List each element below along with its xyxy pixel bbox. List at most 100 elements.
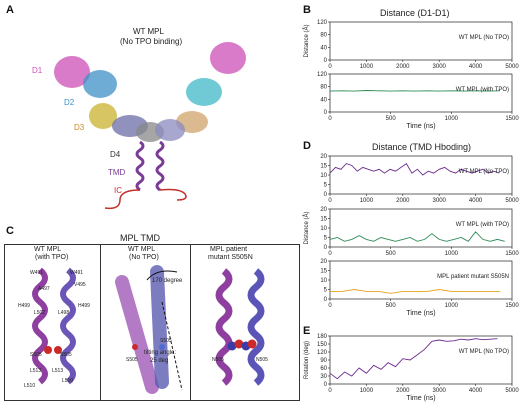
x-tick-label: 5000	[505, 64, 519, 70]
c1-res-s505-left: S505	[30, 352, 42, 358]
c1-res-v495: V495	[74, 282, 86, 288]
c3-helix-illustration	[215, 268, 265, 386]
tmd-helix-left	[135, 140, 145, 192]
x-tick-label: 0	[328, 198, 332, 204]
c1-res-l513-right: L513	[52, 368, 64, 374]
series-line	[330, 289, 500, 294]
c2-tilt-label-2: 25 deg	[150, 358, 169, 364]
c1-title-2: (with TPO)	[35, 254, 69, 261]
x-tick-label: 3000	[433, 388, 447, 394]
c1-res-w491-right: W491	[70, 270, 84, 276]
x-axis-label: Time (ns)	[406, 395, 435, 402]
y-tick-label: 10	[320, 173, 327, 179]
y-tick-label: 80	[320, 33, 327, 39]
plot-frame	[329, 21, 513, 61]
y-tick-label: 90	[320, 358, 327, 364]
x-tick-label: 1500	[505, 251, 519, 257]
left-d3-domain	[89, 103, 117, 129]
y-tick-label: 40	[320, 97, 327, 103]
x-tick-label: 0	[328, 64, 332, 70]
legend-label: WT MPL (with TPO)	[456, 222, 509, 228]
tmd-helix-right	[155, 140, 165, 192]
legend-label: WT MPL (with TPO)	[456, 87, 509, 93]
panel-c-divider-1	[100, 244, 101, 400]
ic-loop-right	[159, 188, 187, 201]
panel-letter-b: B	[303, 4, 311, 16]
x-tick-label: 1000	[445, 251, 459, 257]
chart-b2: 0 40 80 120 0 500 1000 1500 WT MPL (with TPO) Tim…	[317, 72, 519, 130]
x-tick-label: 5000	[505, 388, 519, 394]
x-tick-label: 500	[386, 116, 397, 122]
x-tick-label: 1000	[360, 388, 374, 394]
x-tick-label: 500	[386, 303, 397, 309]
legend-label: WT MPL (No TPO)	[459, 169, 509, 175]
y-tick-label: 120	[317, 20, 328, 26]
series-line	[329, 231, 505, 242]
x-tick-label: 0	[328, 303, 332, 309]
y-tick-label: 0	[324, 297, 328, 303]
legend-label: MPL patient mutant S505N	[437, 274, 509, 280]
x-tick-label: 1000	[360, 64, 374, 70]
y-tick-label: 5	[324, 288, 328, 294]
y-tick-label: 20	[320, 154, 327, 160]
x-tick-label: 0	[328, 116, 332, 122]
plot-frame	[329, 155, 513, 195]
c1-res-l502: L502	[34, 310, 46, 316]
chart-d1: 0 5 10 15 20 0 1000 2000 3000 4000 5000 WT MPL (No …	[320, 154, 519, 204]
panel-letter-c: C	[6, 225, 14, 237]
label-d4: D4	[110, 150, 121, 159]
x-tick-label: 1500	[505, 116, 519, 122]
c2-res-2: S505	[160, 338, 172, 344]
panel-c-divider-2	[190, 244, 191, 400]
series-line	[329, 90, 500, 92]
chart-d3: 0 5 10 15 20 0 500 1000 1500 MPL patient mutant S…	[320, 259, 519, 317]
x-tick-label: 3000	[433, 198, 447, 204]
y-tick-label: 40	[320, 45, 327, 51]
panel-c-frame	[4, 244, 300, 401]
label-ic: IC	[114, 186, 122, 195]
c1-res-h499-right: H499	[78, 303, 90, 309]
x-tick-label: 1000	[445, 303, 459, 309]
c1-res-l513-left: L513	[30, 368, 42, 374]
c1-res-w491-left: W491	[30, 270, 44, 276]
legend-label: WT MPL (No TPO)	[459, 35, 509, 41]
y-tick-label: 5	[324, 183, 328, 189]
plot-frame	[329, 208, 513, 248]
y-tick-label: 0	[324, 58, 328, 64]
x-tick-label: 500	[386, 251, 397, 257]
chart-d2: 0 5 10 15 20 0 500 1000 1500 WT MPL (with TPO) Dis…	[303, 207, 519, 257]
label-tmd: TMD	[108, 168, 126, 177]
c2-title-2: (No TPO)	[129, 254, 159, 261]
c1-res-a497: A497	[38, 286, 50, 292]
c1-helix-illustration	[32, 267, 76, 385]
x-tick-label: 2000	[396, 64, 410, 70]
x-tick-label: 5000	[505, 198, 519, 204]
c3-res-1: N505	[212, 357, 224, 363]
y-axis-label: Rotation (deg)	[304, 341, 310, 379]
c2-helix-illustration	[115, 265, 183, 394]
panel-a-title-1: WT MPL	[133, 27, 164, 36]
c3-res-2: N505	[256, 357, 268, 363]
panel-d-title: Distance (TMD Hboding)	[372, 142, 472, 152]
panel-letter-d: D	[303, 140, 311, 152]
receptor-structure-illustration	[54, 42, 246, 210]
y-tick-label: 80	[320, 85, 327, 91]
y-tick-label: 180	[317, 334, 328, 340]
x-tick-label: 2000	[396, 198, 410, 204]
right-d1-domain	[210, 42, 246, 74]
x-tick-label: 3000	[433, 64, 447, 70]
c3-title-2: mutant S505N	[208, 254, 253, 261]
x-tick-label: 1000	[445, 116, 459, 122]
panel-a-title-2: (No TPO binding)	[120, 37, 183, 46]
label-d3: D3	[74, 123, 85, 132]
series-line	[329, 162, 500, 176]
label-d1: D1	[32, 66, 43, 75]
right-d4-domain	[155, 119, 185, 141]
c1-title-1: WT MPL	[34, 246, 62, 253]
c2-res-1: S505	[126, 357, 138, 363]
y-tick-label: 150	[317, 342, 328, 348]
y-tick-label: 5	[324, 236, 328, 242]
y-tick-label: 20	[320, 259, 327, 265]
panel-letter-a: A	[6, 4, 14, 16]
panel-b-title: Distance (D1-D1)	[380, 8, 450, 18]
